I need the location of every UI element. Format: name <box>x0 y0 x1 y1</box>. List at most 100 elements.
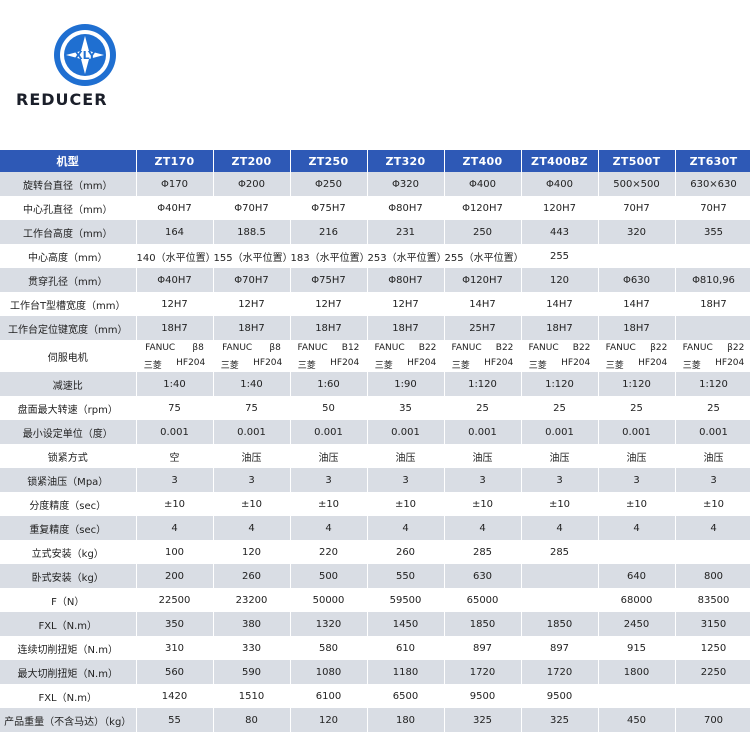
table-cell: 550 <box>367 564 445 588</box>
table-cell: 1800 <box>598 660 676 684</box>
table-row: 最小设定单位（度） 0.001 0.001 0.001 0.001 0.001 0.001 0… <box>0 420 750 444</box>
table-cell: 18H7 <box>290 316 368 340</box>
table-cell: 油压 <box>598 444 676 468</box>
table-cell: 180 <box>367 708 445 732</box>
servo-model: β8 <box>269 343 281 353</box>
table-cell: 6500 <box>367 684 445 708</box>
table-cell: 12H7 <box>136 292 214 316</box>
table-cell: 18H7 <box>675 292 750 316</box>
table-row: 卧式安装（kg） 200 260 500 550 630 640 800 <box>0 564 750 588</box>
servo-model: B12 <box>341 343 360 353</box>
table-cell: 油压 <box>367 444 445 468</box>
table-cell: 油压 <box>675 444 750 468</box>
table-cell: Φ40H7 <box>136 268 214 292</box>
table-cell: 188.5 <box>213 220 291 244</box>
servo-brand: 三菱 <box>682 360 701 371</box>
table-cell: 590 <box>213 660 291 684</box>
brand-logo: XLY REDUCER <box>16 22 126 112</box>
table-cell: Φ320 <box>367 172 445 196</box>
table-cell: 3150 <box>675 612 750 636</box>
table-cell: 14H7 <box>444 292 522 316</box>
row-label: 最大切削扭矩（N.m） <box>0 660 137 684</box>
row-label: 锁紧油压（Mpa） <box>0 468 137 492</box>
table-cell: Φ400 <box>444 172 522 196</box>
table-row: 锁紧方式空油压 油压 油压 油压 油压 油压 油压 <box>0 444 750 468</box>
header-cell: ZT400BZ <box>521 150 599 172</box>
servo-brand: FANUC <box>451 343 482 353</box>
table-cell: 4 <box>675 516 750 540</box>
table-cell: 0.001 <box>213 420 291 444</box>
table-cell: 68000 <box>598 588 676 612</box>
table-cell: 1:40 <box>213 372 291 396</box>
table-cell: Φ70H7 <box>213 268 291 292</box>
table-cell: 1:60 <box>290 372 368 396</box>
row-label: 重复精度（sec） <box>0 516 137 540</box>
table-cell: 65000 <box>444 588 522 612</box>
servo-brand: FANUC <box>145 343 176 353</box>
table-cell: 100 <box>136 540 214 564</box>
table-cell <box>675 684 750 708</box>
table-cell: 355 <box>675 220 750 244</box>
table-cell <box>598 684 676 708</box>
table-cell: 4 <box>213 516 291 540</box>
table-cell: 325 <box>521 708 599 732</box>
table-cell: 560 <box>136 660 214 684</box>
servo-cell: FANUC β8 <box>213 340 291 356</box>
table-cell: 285 <box>521 540 599 564</box>
table-cell: ±10 <box>136 492 214 516</box>
servo-model: β22 <box>727 343 745 353</box>
table-cell: 0.001 <box>598 420 676 444</box>
table-row: 锁紧油压（Mpa） 3 3 3 3 3 3 3 3 <box>0 468 750 492</box>
table-cell: 1720 <box>444 660 522 684</box>
servo-brand: FANUC <box>222 343 253 353</box>
table-cell: 6100 <box>290 684 368 708</box>
table-cell: 164 <box>136 220 214 244</box>
table-cell: 260 <box>213 564 291 588</box>
table-cell: 330 <box>213 636 291 660</box>
row-label: 工作台定位键宽度（mm） <box>0 316 137 340</box>
table-cell: 253（水平位置） <box>367 244 445 268</box>
table-cell: Φ250 <box>290 172 368 196</box>
table-cell: 610 <box>367 636 445 660</box>
table-cell: 25 <box>675 396 750 420</box>
table-cell: 22500 <box>136 588 214 612</box>
header-cell: ZT500T <box>598 150 676 172</box>
table-cell: 1:120 <box>444 372 522 396</box>
table-cell: 0.001 <box>675 420 750 444</box>
servo-brand: 三菱 <box>143 360 162 371</box>
table-row: 盘面最大转速（rpm） 75 75 50 35 25 25 25 25 <box>0 396 750 420</box>
table-cell: 260 <box>367 540 445 564</box>
table-cell: 216 <box>290 220 368 244</box>
table-cell: 0.001 <box>136 420 214 444</box>
table-row: 中心孔直径（mm） Φ40H7 Φ70H7 Φ75H7 Φ80H7 Φ120H7 120H7… <box>0 196 750 220</box>
table-cell: 200 <box>136 564 214 588</box>
row-label: 中心孔直径（mm） <box>0 196 137 220</box>
table-cell: 1:40 <box>136 372 214 396</box>
table-cell: Φ75H7 <box>290 196 368 220</box>
table-cell: 1180 <box>367 660 445 684</box>
table-cell: 4 <box>290 516 368 540</box>
table-cell: 3 <box>290 468 368 492</box>
row-label: 卧式安装（kg） <box>0 564 137 588</box>
row-label: 伺服电机 <box>0 340 137 372</box>
table-cell: 1450 <box>367 612 445 636</box>
table-cell: 14H7 <box>521 292 599 316</box>
table-cell: ±10 <box>444 492 522 516</box>
table-cell: Φ120H7 <box>444 268 522 292</box>
header-row: 机型 ZT170 ZT200 ZT250 ZT320 ZT400 ZT400BZ… <box>0 150 750 172</box>
table-row: 工作台定位键宽度（mm） 18H7 18H7 18H7 18H7 25H7 18H7 18H7 <box>0 316 750 340</box>
table-cell: 83500 <box>675 588 750 612</box>
table-row: 中心高度（mm） 140（水平位置） 155（水平位置） 183（水平位置） 253（水… <box>0 244 750 268</box>
table-cell: 50 <box>290 396 368 420</box>
table-cell: 1080 <box>290 660 368 684</box>
header-cell: ZT320 <box>367 150 445 172</box>
table-cell: Φ170 <box>136 172 214 196</box>
table-cell: 500 <box>290 564 368 588</box>
servo-cell: FANUC β22 <box>598 340 676 356</box>
table-cell: 580 <box>290 636 368 660</box>
table-row: 重复精度（sec） 4 4 4 4 4 4 4 4 <box>0 516 750 540</box>
table-cell: 3 <box>675 468 750 492</box>
servo-model: B22 <box>495 343 514 353</box>
table-cell: 9500 <box>521 684 599 708</box>
table-row: 旋转台直径（mm） Φ170 Φ200 Φ250 Φ320 Φ400 Φ400 500×500… <box>0 172 750 196</box>
